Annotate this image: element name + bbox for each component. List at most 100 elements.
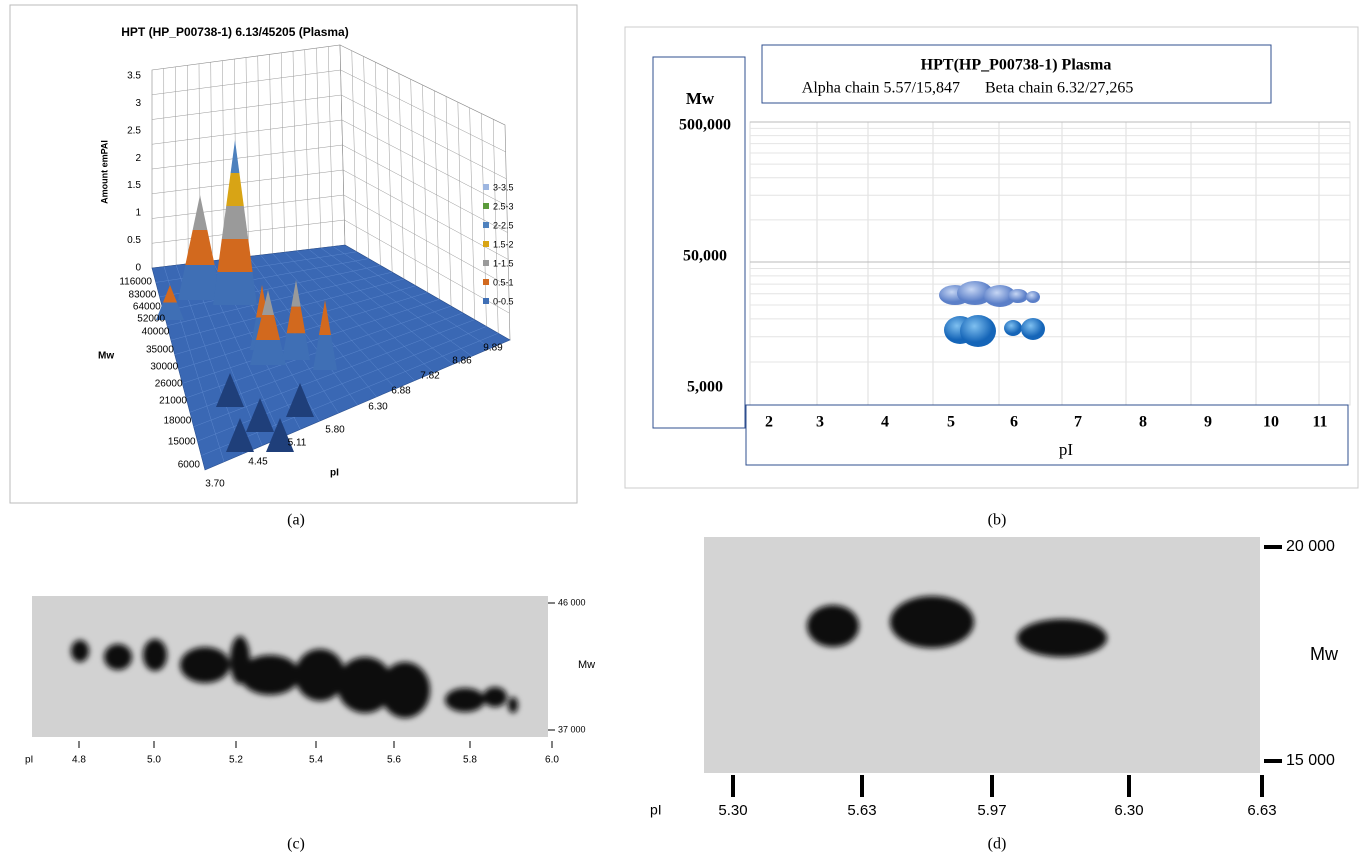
wall-grid — [469, 107, 475, 320]
x-tick-label: 6 — [1010, 414, 1018, 431]
x-tick-label: 3 — [816, 414, 824, 431]
mw-axis-label: Mw — [1310, 644, 1339, 664]
pi-tick-label: 7.82 — [420, 371, 440, 382]
x-tick-label: 8 — [1139, 414, 1147, 431]
y-tick-label: 5,000 — [687, 379, 723, 396]
wall-grid — [363, 56, 369, 259]
legend-swatch — [483, 184, 489, 190]
peak — [156, 302, 184, 320]
pi-tick-label: 4.8 — [72, 755, 86, 766]
x-axis-label: pI — [1059, 440, 1074, 459]
pi-tick-label: 6.30 — [368, 402, 388, 413]
peak — [282, 333, 310, 360]
mw-tick-label: 35000 — [146, 345, 174, 356]
peak — [226, 173, 244, 206]
floor-grid — [167, 271, 393, 326]
surface-3d — [151, 44, 511, 471]
z-tick-label: 0.5 — [127, 235, 141, 246]
beta-chain: Beta chain 6.32/27,265 — [985, 80, 1133, 97]
mw-tick-label: 6000 — [178, 460, 201, 471]
x-tick-label: 2 — [765, 414, 773, 431]
floor-grid — [193, 319, 475, 427]
pi-axis-label: pI — [25, 755, 33, 766]
peak — [221, 206, 249, 239]
mw-tick-label: 20 000 — [1286, 538, 1335, 555]
legend-label: 0-0.5 — [493, 296, 514, 306]
floor-grid — [197, 326, 487, 442]
legend-label: 1.5-2 — [493, 239, 514, 249]
pi-tick-label: 6.88 — [391, 386, 411, 397]
mw-tick-label: 46 000 — [558, 597, 586, 607]
panel-b-title: HPT(HP_P00738-1) Plasma — [921, 57, 1112, 74]
x-axis-box — [745, 404, 1349, 466]
z-tick-label: 2 — [135, 153, 141, 164]
z-axis-label: Amount emPAI — [99, 140, 109, 204]
pyramid — [226, 418, 254, 452]
y-axis-box — [652, 56, 746, 429]
mw-tick-label: 64000 — [133, 302, 161, 313]
z-tick-label: 1 — [135, 208, 141, 219]
panel-label: (b) — [988, 512, 1007, 529]
panel-a-title: HPT (HP_P00738-1) 6.13/45205 (Plasma) — [121, 25, 348, 39]
gel-image — [704, 537, 1260, 773]
x-tick-label: 9 — [1204, 414, 1212, 431]
pi-axis-label: pI — [330, 468, 339, 479]
pi-tick-label: 9.89 — [483, 343, 503, 354]
pi-axis-label: pI — [650, 802, 662, 818]
title-box — [761, 44, 1272, 104]
pi-tick-label: 5.8 — [463, 755, 477, 766]
legend-swatch — [483, 298, 489, 304]
wall-grid — [151, 144, 508, 233]
z-tick-label: 2.5 — [127, 125, 141, 136]
wall-grid — [457, 102, 464, 313]
legend-swatch — [483, 260, 489, 266]
x-tick-label: 5 — [947, 414, 955, 431]
pyramid — [266, 418, 294, 452]
legend-label: 2-2.5 — [493, 220, 514, 230]
pi-tick-label: 6.30 — [1114, 802, 1143, 819]
pyramid — [286, 383, 314, 417]
bubbles — [939, 281, 1045, 347]
mw-tick-label: 52000 — [137, 314, 165, 325]
back-wall — [151, 44, 346, 269]
y-tick-label: 500,000 — [679, 117, 731, 134]
peak — [319, 300, 331, 335]
mw-tick-label: 15000 — [168, 437, 196, 448]
wall-grid — [445, 96, 452, 307]
mw-tick-label: 15 000 — [1286, 752, 1335, 769]
pyramid — [246, 398, 274, 432]
y-axis-label: Mw — [686, 89, 715, 108]
pi-tick-label: 4.45 — [248, 457, 268, 468]
peak — [163, 285, 177, 303]
peak — [313, 335, 337, 370]
mw-axis-label: Mw — [98, 351, 114, 362]
floor-grid — [201, 332, 499, 456]
wall-grid — [151, 169, 509, 260]
wall-grid — [151, 219, 510, 314]
x-tick-label: 4 — [881, 414, 889, 431]
floor-grid — [182, 299, 440, 384]
mw-tick-label: 21000 — [159, 396, 187, 407]
legend-label: 0.5-1 — [493, 277, 514, 287]
pi-tick-label: 3.70 — [205, 479, 225, 490]
panel-label: (d) — [988, 836, 1007, 853]
wall-grid — [410, 79, 416, 286]
pi-tick-label: 5.80 — [325, 425, 345, 436]
plot-area — [749, 121, 1351, 406]
mw-tick-label: 116000 — [119, 277, 152, 288]
gel-spots — [807, 596, 1107, 657]
wall-grid — [351, 50, 358, 252]
pi-tick-label: 5.30 — [718, 802, 747, 819]
mw-tick-label: 83000 — [129, 290, 157, 301]
pi-tick-label: 6.63 — [1247, 802, 1276, 819]
wall-grid — [434, 90, 440, 300]
wall-grid — [481, 113, 487, 327]
wall-grid — [375, 62, 381, 266]
mw-tick-label: 40000 — [142, 327, 170, 338]
pi-tick-label: 5.4 — [309, 755, 323, 766]
panel-label: (a) — [287, 512, 305, 529]
x-tick-label: 10 — [1263, 414, 1279, 431]
mw-tick-label: 37 000 — [558, 724, 586, 734]
gel-spots — [71, 636, 518, 718]
